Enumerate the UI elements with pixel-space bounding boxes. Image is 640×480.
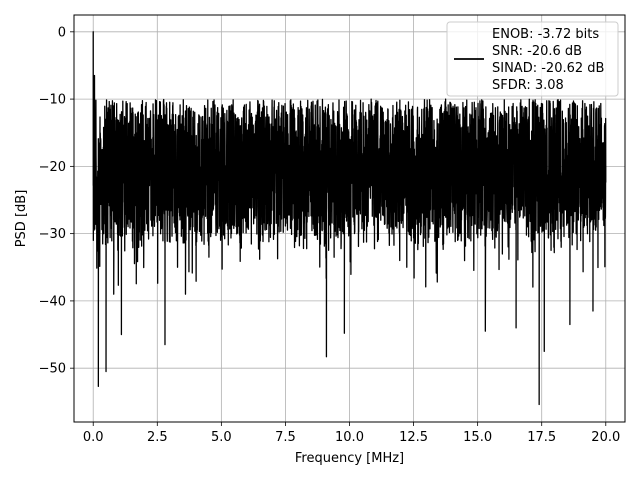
y-tick-label: −40 — [39, 294, 66, 309]
legend-line: SINAD: -20.62 dB — [492, 61, 604, 76]
y-tick-label: −30 — [39, 227, 66, 242]
y-tick-label: 0 — [58, 25, 66, 40]
legend-line: ENOB: -3.72 bits — [492, 27, 599, 42]
x-tick-label: 0.0 — [83, 430, 104, 445]
legend-line: SNR: -20.6 dB — [492, 44, 582, 59]
legend: ENOB: -3.72 bits SNR: -20.6 dB SINAD: -20.… — [446, 21, 619, 97]
y-tick-label: −50 — [39, 362, 66, 377]
x-tick-label: 5.0 — [211, 430, 232, 445]
x-tick-label: 15.0 — [463, 430, 492, 445]
y-tick-label: −20 — [39, 160, 66, 175]
legend-entry: ENOB: -3.72 bits SNR: -20.6 dB SINAD: -20.… — [492, 27, 604, 93]
x-tick-label: 2.5 — [147, 430, 168, 445]
series-psd-line — [92, 31, 607, 406]
y-axis-label: PSD [dB] — [14, 190, 29, 248]
x-axis-ticks: 0.0 2.5 5.0 7.5 10.0 12.5 15.0 17.5 20.0 — [83, 422, 620, 445]
legend-box — [446, 21, 619, 97]
y-axis-ticks: 0 −10 −20 −30 −40 −50 — [39, 25, 74, 377]
x-axis-label: Frequency [MHz] — [295, 451, 404, 466]
psd-trace — [92, 31, 607, 406]
x-tick-label: 10.0 — [335, 430, 364, 445]
y-tick-label: −10 — [39, 93, 66, 108]
legend-line: SFDR: 3.08 — [492, 78, 564, 93]
x-tick-label: 7.5 — [275, 430, 296, 445]
x-tick-label: 12.5 — [399, 430, 428, 445]
x-tick-label: 17.5 — [527, 430, 556, 445]
x-tick-label: 20.0 — [591, 430, 620, 445]
